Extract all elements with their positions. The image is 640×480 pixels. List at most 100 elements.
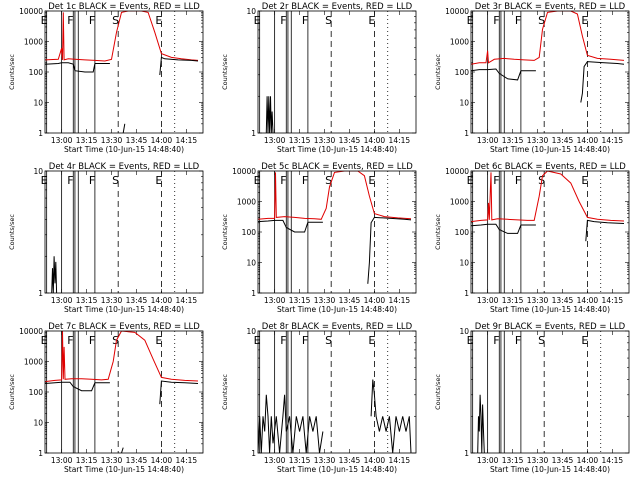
- marker-label: S: [325, 334, 332, 347]
- x-tick-label: 13:00: [51, 456, 73, 465]
- panel-4r: Det 4r BLACK = Events, RED = LLD 1 10 13:00…: [8, 162, 204, 314]
- x-tick-label: 14:15: [389, 456, 411, 465]
- panel-title: Det 2r BLACK = Events, RED = LLD: [262, 2, 413, 12]
- marker-label: E: [581, 14, 588, 27]
- x-tick-label: 13:30: [101, 136, 123, 145]
- y-tick-label: 1: [38, 449, 43, 458]
- x-tick-label: 13:15: [76, 296, 98, 305]
- x-tick-label: 13:45: [339, 296, 361, 305]
- x-tick-label: 13:45: [552, 456, 574, 465]
- panel-3r: Det 3r BLACK = Events, RED = LLD 1 10 100 10…: [434, 2, 630, 154]
- x-axis-label: Start Time (10-Jun-15 14:48:40): [277, 305, 397, 314]
- panel-9r: Det 9r BLACK = Events, RED = LLD 1 10 13:00…: [434, 322, 630, 474]
- marker-label: E: [254, 174, 261, 187]
- plot-frame: [44, 10, 204, 134]
- x-axis-label: Start Time (10-Jun-15 14:48:40): [64, 305, 184, 314]
- marker-label: F: [89, 174, 95, 187]
- plot-frame: [470, 330, 630, 454]
- plot-frame: [44, 330, 204, 454]
- x-tick-label: 13:00: [51, 136, 73, 145]
- x-tick-label: 13:15: [289, 296, 311, 305]
- y-tick-label: 10: [246, 7, 256, 16]
- events-series-line: [471, 61, 625, 103]
- marker-label: F: [493, 14, 499, 27]
- x-tick-label: 13:30: [101, 456, 123, 465]
- events-series-line: [258, 216, 412, 284]
- marker-label: S: [112, 14, 119, 27]
- x-tick-label: 13:30: [314, 136, 336, 145]
- x-tick-label: 13:15: [289, 136, 311, 145]
- x-tick-label: 13:00: [477, 136, 499, 145]
- x-tick-label: 13:15: [76, 136, 98, 145]
- y-tick-label: 10: [33, 419, 43, 428]
- plot-frame: [44, 170, 204, 294]
- marker-label: E: [254, 334, 261, 347]
- panel-title: Det 6c BLACK = Events, RED = LLD: [474, 162, 626, 172]
- y-axis-label: Counts/sec: [8, 54, 16, 90]
- marker-label: S: [325, 14, 332, 27]
- x-axis-label: Start Time (10-Jun-15 14:48:40): [490, 305, 610, 314]
- events-series-line: [45, 56, 199, 133]
- marker-label: F: [515, 14, 521, 27]
- marker-label: F: [493, 334, 499, 347]
- events-series-line: [45, 380, 199, 453]
- y-tick-label: 10: [33, 167, 43, 176]
- plot-frame: [470, 10, 630, 134]
- plot-frame: [470, 170, 630, 294]
- x-tick-label: 14:00: [364, 136, 386, 145]
- y-tick-label: 1: [251, 129, 256, 138]
- marker-label: S: [112, 334, 119, 347]
- y-tick-label: 100: [29, 68, 44, 77]
- marker-label: F: [280, 334, 286, 347]
- marker-label: E: [41, 14, 48, 27]
- x-tick-label: 14:00: [577, 456, 599, 465]
- marker-label: F: [302, 174, 308, 187]
- y-tick-label: 10000: [19, 327, 43, 336]
- marker-label: F: [302, 14, 308, 27]
- x-tick-label: 14:00: [364, 456, 386, 465]
- x-tick-label: 13:15: [502, 136, 524, 145]
- marker-label: S: [325, 174, 332, 187]
- y-tick-label: 10: [246, 327, 256, 336]
- x-tick-label: 14:00: [151, 136, 173, 145]
- events-series-line: [258, 379, 412, 453]
- y-axis-label: Counts/sec: [434, 214, 442, 250]
- x-tick-label: 14:15: [176, 296, 198, 305]
- y-tick-label: 1: [464, 129, 469, 138]
- y-tick-label: 100: [455, 228, 470, 237]
- lld-series-line: [45, 331, 199, 383]
- y-axis-label: Counts/sec: [434, 374, 442, 410]
- y-axis-label: Counts/sec: [221, 374, 229, 410]
- x-tick-label: 14:00: [577, 296, 599, 305]
- marker-label: F: [89, 14, 95, 27]
- marker-label: E: [155, 14, 162, 27]
- x-tick-label: 14:00: [151, 456, 173, 465]
- y-tick-label: 1: [251, 289, 256, 298]
- x-tick-label: 14:00: [364, 296, 386, 305]
- events-series-line: [471, 219, 625, 242]
- marker-label: S: [538, 334, 545, 347]
- y-tick-label: 1: [464, 449, 469, 458]
- events-series-line: [265, 96, 274, 133]
- lld-series-line: [258, 171, 412, 220]
- lld-series-line: [45, 11, 199, 62]
- events-series-line: [477, 394, 485, 453]
- marker-label: F: [89, 334, 95, 347]
- panel-6c: Det 6c BLACK = Events, RED = LLD 1 10 100 10…: [434, 162, 630, 314]
- panel-title: Det 4r BLACK = Events, RED = LLD: [49, 162, 200, 172]
- x-axis-label: Start Time (10-Jun-15 14:48:40): [64, 465, 184, 474]
- marker-label: F: [280, 14, 286, 27]
- x-tick-label: 13:30: [527, 136, 549, 145]
- panel-title: Det 1c BLACK = Events, RED = LLD: [48, 2, 200, 12]
- y-tick-label: 10: [459, 99, 469, 108]
- x-tick-label: 13:30: [527, 456, 549, 465]
- marker-label: E: [155, 334, 162, 347]
- x-tick-label: 13:45: [126, 136, 148, 145]
- x-tick-label: 13:15: [289, 456, 311, 465]
- marker-label: E: [155, 174, 162, 187]
- y-tick-label: 10: [33, 99, 43, 108]
- marker-label: F: [67, 334, 73, 347]
- x-tick-label: 13:15: [76, 456, 98, 465]
- marker-label: E: [368, 334, 375, 347]
